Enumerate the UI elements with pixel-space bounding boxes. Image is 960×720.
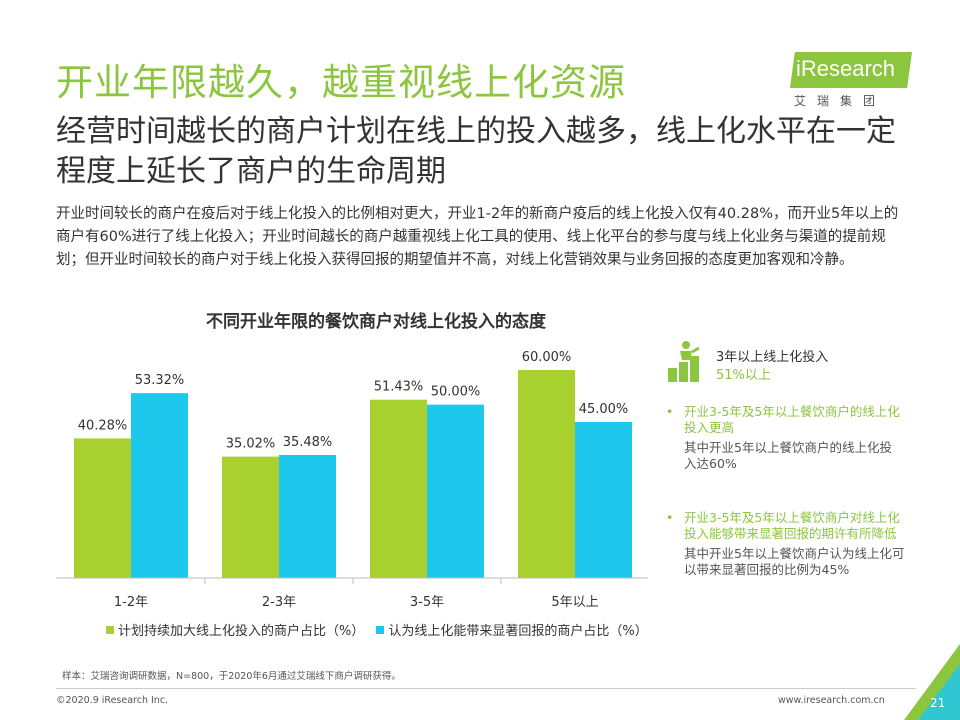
data-label-plan-increase-3: 51.43%	[374, 380, 424, 395]
insight-detail-1: 其中开业5年以上餐饮商户的线上化投入达60%	[684, 440, 892, 471]
source-note: 样本：艾瑞咨询调研数据，N=800，于2020年6月通过艾瑞线下商户调研获得。	[62, 671, 401, 682]
side-heading: 3年以上线上化投入	[716, 350, 829, 365]
corner-decoration	[904, 644, 960, 720]
bar-chart: 40.28% 53.32% 1-2年 35.02% 35.48% 2-3年 51.43% 50…	[56, 350, 648, 610]
website-link[interactable]: www.iresearch.com.cn	[778, 695, 885, 706]
bar-plan-increase-3	[370, 399, 427, 578]
bar-plan-increase-1	[74, 438, 131, 578]
bar-plan-increase-4	[518, 370, 575, 578]
data-label-plan-increase-1: 40.28%	[78, 418, 128, 433]
insight-title-2: 开业3-5年及5年以上餐饮商户对线上化投入能够带来显著回报的期许有所降低	[664, 510, 908, 542]
page-title: 开业年限越久，越重视线上化资源	[56, 61, 626, 104]
data-label-plan-increase-4: 60.00%	[522, 350, 572, 365]
legend-item-series-1: 计划持续加大线上化投入的商户占比（%）	[106, 620, 364, 639]
chart-title: 不同开业年限的餐饮商户对线上化投入的态度	[206, 312, 546, 332]
logo-text: iResearch	[796, 56, 896, 81]
bar-expect-return-1	[131, 393, 188, 578]
bar-expect-return-3	[427, 404, 484, 578]
insight-bullet-1: 开业3-5年及5年以上餐饮商户的线上化投入更高 其中开业5年以上餐饮商户的线上化…	[664, 404, 904, 472]
x-tick-label-3: 3-5年	[410, 595, 444, 610]
page-number: 21	[930, 696, 946, 710]
data-label-plan-increase-2: 35.02%	[226, 437, 276, 452]
data-label-expect-return-3: 50.00%	[431, 385, 481, 400]
data-label-expect-return-2: 35.48%	[283, 435, 333, 450]
insight-bullet-2: 开业3-5年及5年以上餐饮商户对线上化投入能够带来显著回报的期许有所降低 其中开…	[664, 510, 908, 578]
footer-divider	[56, 688, 916, 689]
logo-shape	[790, 52, 912, 88]
page-subtitle: 经营时间越长的商户计划在线上的投入越多，线上化水平在一定程度上延长了商户的生命周…	[56, 114, 896, 189]
side-highlight: 51%以上	[716, 368, 771, 383]
legend-label-series-1: 计划持续加大线上化投入的商户占比（%）	[118, 624, 365, 639]
iresearch-logo: iResearch 艾瑞集团	[786, 46, 916, 108]
legend-swatch-blue	[376, 625, 385, 634]
bar-plan-increase-2	[222, 456, 279, 578]
bar-expect-return-4	[575, 422, 632, 578]
insight-title-1: 开业3-5年及5年以上餐饮商户的线上化投入更高	[664, 404, 904, 436]
legend-label-series-2: 认为线上化能带来显著回报的商户占比（%）	[388, 624, 648, 639]
page-description: 开业时间较长的商户在疫后对于线上化投入的比例相对更大，开业1-2年的新商户疫后的…	[56, 206, 899, 268]
data-label-expect-return-1: 53.32%	[135, 373, 185, 388]
x-tick-label-2: 2-3年	[262, 595, 296, 610]
legend-swatch-green	[106, 625, 114, 634]
x-tick-label-4: 5年以上	[551, 595, 598, 610]
legend-item-series-2: 认为线上化能带来显著回报的商户占比（%）	[376, 620, 648, 639]
copyright: ©2020.9 iResearch Inc.	[56, 695, 169, 706]
x-tick-label-1: 1-2年	[114, 595, 148, 610]
chart-legend: 计划持续加大线上化投入的商户占比（%） 认为线上化能带来显著回报的商户占比（%）	[106, 620, 648, 639]
data-label-expect-return-4: 45.00%	[579, 402, 629, 417]
bar-expect-return-2	[279, 455, 336, 578]
insight-detail-2: 其中开业5年以上餐饮商户认为线上化可以带来显著回报的比例为45%	[684, 546, 905, 577]
logo-chinese-text: 艾瑞集团	[794, 94, 887, 108]
business-growth-icon	[668, 341, 700, 382]
